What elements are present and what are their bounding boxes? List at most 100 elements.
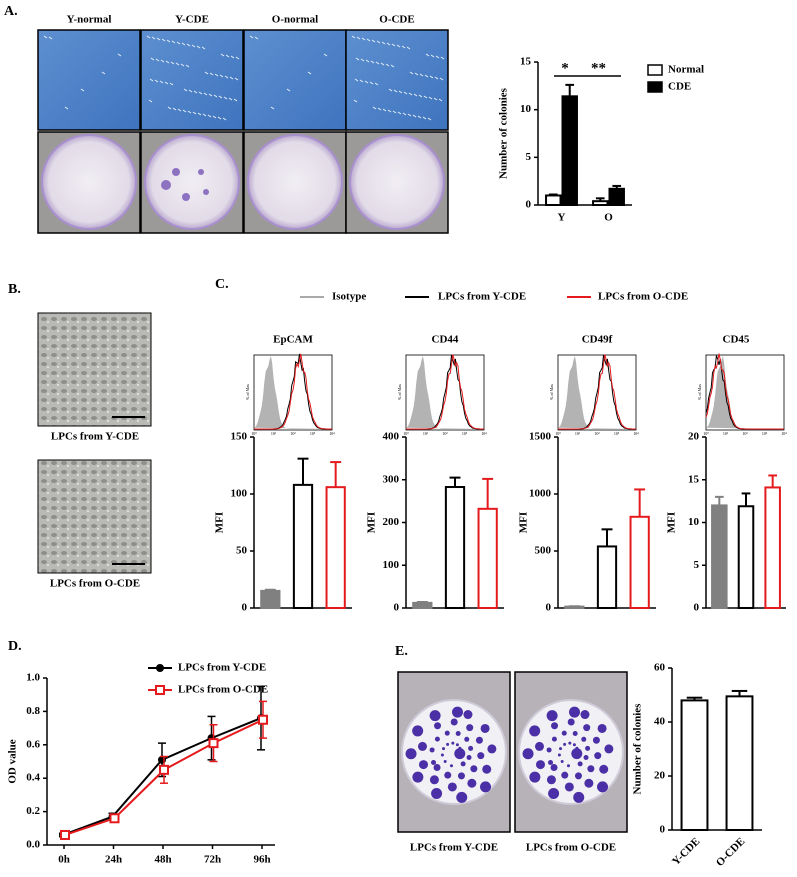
colony <box>444 771 452 779</box>
colony <box>433 764 441 772</box>
colony <box>442 747 446 751</box>
cell <box>376 40 381 44</box>
chart-title: EpCAM <box>273 334 313 346</box>
cell <box>182 109 187 113</box>
chart-title: CD45 <box>723 334 750 346</box>
colony <box>444 730 450 736</box>
cell <box>191 44 196 48</box>
cell <box>388 88 393 92</box>
y-tick-label: 1500 <box>529 431 552 443</box>
x-tick-label: O-CDE <box>714 835 748 869</box>
panel-label: C. <box>215 277 229 292</box>
histogram-tick-label: 10¹ <box>423 431 429 436</box>
colony <box>412 771 424 783</box>
isotype-histogram <box>706 355 784 429</box>
cell <box>392 110 397 114</box>
colony <box>451 741 455 745</box>
cell <box>429 75 434 79</box>
cell <box>435 55 440 59</box>
colony <box>203 189 209 195</box>
cell <box>397 111 402 115</box>
cell <box>149 78 154 82</box>
colony <box>431 787 443 799</box>
point <box>109 813 120 824</box>
cell <box>422 116 427 120</box>
cell <box>270 106 275 110</box>
bar <box>412 601 433 609</box>
colony <box>561 771 569 779</box>
y-tick-label: 500 <box>535 545 552 557</box>
cell <box>196 45 201 49</box>
isotype-histogram <box>406 355 484 429</box>
cell <box>351 35 356 39</box>
colony <box>182 193 190 201</box>
x-tick-label: Y-CDE <box>670 835 702 867</box>
cell <box>43 35 48 39</box>
colony <box>604 744 614 754</box>
cell <box>355 57 360 61</box>
cell <box>212 115 217 119</box>
y-tick-label: 150 <box>231 431 248 443</box>
cell <box>188 89 193 93</box>
colony <box>451 706 463 718</box>
colony <box>574 772 582 780</box>
dish <box>349 134 445 230</box>
histogram-ylabel: % of Max <box>245 384 250 400</box>
cell <box>428 96 433 100</box>
cell <box>361 37 366 41</box>
cell <box>360 58 365 62</box>
isotype-histogram <box>558 355 636 429</box>
bar <box>764 486 781 610</box>
colony <box>585 745 591 751</box>
panel-label: B. <box>8 282 21 297</box>
x-tick-label: O <box>604 212 613 224</box>
cell <box>48 36 53 40</box>
cell <box>390 64 395 68</box>
cell <box>323 53 328 57</box>
colony <box>429 775 439 785</box>
colony <box>466 724 474 732</box>
y-tick-label: 40 <box>654 716 666 728</box>
bar <box>629 515 650 609</box>
histogram-tick-label: 10¹ <box>271 431 277 436</box>
cell <box>371 39 376 43</box>
bar <box>561 95 578 206</box>
y-tick-label: 5 <box>526 151 532 163</box>
y-axis-label: Number of colonies <box>498 87 510 179</box>
colony <box>172 168 180 176</box>
cell <box>155 58 160 62</box>
cell <box>185 64 190 68</box>
y-tick-label: 15 <box>688 473 700 485</box>
y-tick-label: 0 <box>546 602 552 614</box>
colony <box>460 761 466 767</box>
histogram-tick-label: 10² <box>594 431 600 436</box>
cell <box>234 77 239 81</box>
colony <box>429 747 435 753</box>
histogram-ylabel: % of Max <box>397 384 402 400</box>
legend-label: LPCs from O-CDE <box>598 291 688 303</box>
panel-label: E. <box>395 644 408 659</box>
histogram-tick-label: 10³ <box>762 431 768 436</box>
y-tick-label: 1000 <box>529 488 552 500</box>
y-tick-label: 0.8 <box>26 705 40 717</box>
cell <box>393 89 398 93</box>
culture-label: O-CDE <box>379 14 414 26</box>
culture-label: Y-CDE <box>175 14 209 26</box>
chart-title: CD49f <box>582 334 613 346</box>
y-tick-label: 0 <box>394 602 400 614</box>
cell <box>414 72 419 76</box>
cell <box>440 56 445 60</box>
colony <box>482 764 492 774</box>
x-tick-label: 72h <box>204 854 221 866</box>
y-tick-label: 100 <box>383 559 400 571</box>
cell <box>197 112 202 116</box>
cell <box>164 81 169 85</box>
cell <box>235 56 240 60</box>
morphology-caption: LPCs from Y-CDE <box>51 431 139 443</box>
cell <box>171 40 176 44</box>
morphology-image <box>37 312 152 427</box>
legend-marker <box>156 664 164 672</box>
colony <box>559 747 563 751</box>
colony <box>567 718 575 726</box>
morphology-caption: LPCs from O-CDE <box>50 578 140 590</box>
